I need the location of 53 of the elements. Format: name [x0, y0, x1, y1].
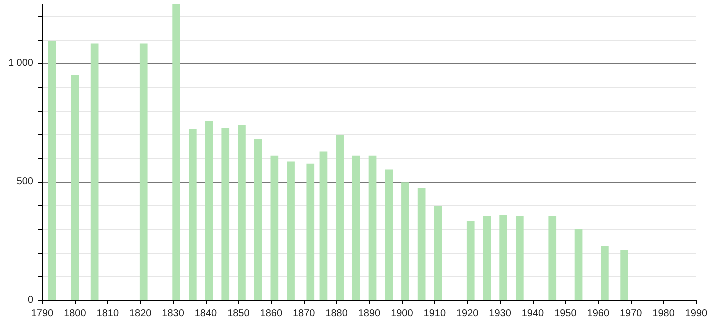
bar: [48, 41, 56, 300]
bar: [172, 4, 180, 300]
x-tick-label: 1930: [489, 308, 512, 320]
bar: [336, 134, 344, 300]
bar: [434, 206, 442, 300]
x-tick-label: 1890: [358, 308, 382, 320]
x-tick-label: 1850: [228, 308, 250, 320]
bar: [368, 156, 377, 300]
bar: [270, 156, 279, 300]
x-tick-label: 1880: [326, 308, 348, 320]
bar: [140, 44, 148, 300]
x-tick-label: 1900: [391, 308, 414, 320]
x-tick-label: 1960: [587, 308, 610, 320]
x-tick-label: 1910: [424, 308, 446, 320]
bar: [574, 229, 583, 300]
y-tick-label: 0: [28, 295, 34, 306]
bar: [71, 76, 80, 300]
x-tick-label: 1870: [292, 308, 316, 320]
x-tick-label: 1810: [96, 308, 120, 320]
x-tick-label: 1980: [652, 308, 676, 320]
bar: [254, 139, 262, 300]
y-tick-label: 1 000: [8, 58, 34, 70]
bar: [418, 188, 426, 300]
bar: [90, 44, 99, 300]
y-tick-label: 500: [16, 176, 34, 188]
x-tick-label: 1820: [129, 308, 152, 320]
bar: [222, 128, 230, 300]
bar: [320, 152, 328, 300]
bar: [601, 246, 609, 300]
bar: [287, 162, 295, 300]
x-tick-label: 1860: [260, 308, 283, 320]
bar: [352, 156, 360, 300]
x-tick-label: 1940: [522, 308, 545, 320]
bar: [620, 250, 628, 300]
bar: [385, 170, 394, 300]
x-tick-label: 1970: [620, 308, 643, 320]
bar: [500, 215, 508, 300]
x-tick-label: 1830: [162, 308, 185, 320]
bar: [188, 129, 197, 300]
bar: [306, 164, 315, 300]
bar: [238, 125, 246, 300]
bar: [548, 216, 557, 300]
x-tick-label: 1920: [456, 308, 480, 320]
x-tick-label: 1800: [64, 308, 87, 320]
bar: [205, 121, 214, 300]
bar: [516, 216, 524, 300]
x-tick-label: 1990: [685, 308, 708, 320]
x-tick-label: 1790: [31, 308, 54, 320]
x-tick-label: 1950: [554, 308, 578, 320]
bar: [466, 221, 475, 300]
x-tick-label: 1840: [194, 308, 218, 320]
bar: [402, 182, 410, 300]
bar: [483, 216, 492, 300]
